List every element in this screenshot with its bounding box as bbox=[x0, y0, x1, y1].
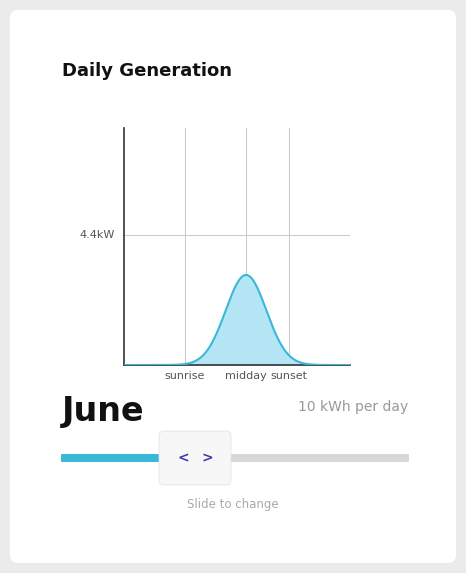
FancyBboxPatch shape bbox=[61, 454, 196, 462]
Text: >: > bbox=[201, 451, 213, 465]
FancyBboxPatch shape bbox=[194, 454, 409, 462]
FancyBboxPatch shape bbox=[159, 431, 231, 485]
Text: 10 kWh per day: 10 kWh per day bbox=[298, 400, 408, 414]
Text: Daily Generation: Daily Generation bbox=[62, 62, 232, 80]
Text: Slide to change: Slide to change bbox=[187, 498, 279, 511]
Text: <: < bbox=[177, 451, 189, 465]
Text: June: June bbox=[62, 395, 144, 428]
Text: 4.4kW: 4.4kW bbox=[80, 230, 115, 240]
FancyBboxPatch shape bbox=[10, 10, 456, 563]
